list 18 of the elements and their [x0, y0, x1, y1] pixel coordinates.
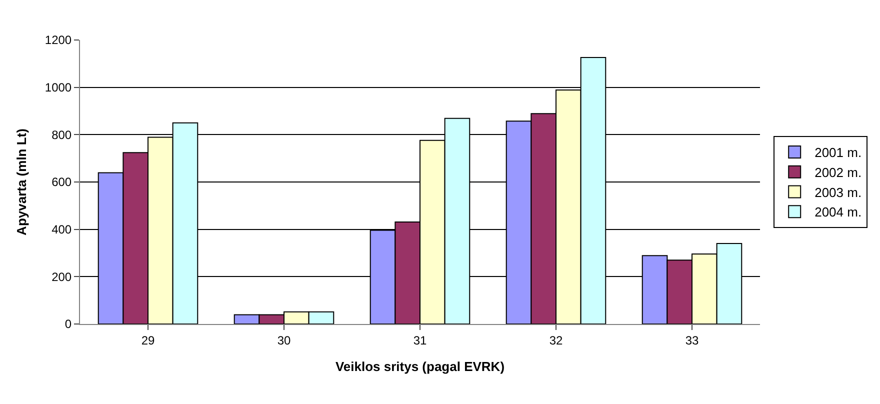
y-tick-label: 200: [52, 270, 72, 284]
legend-label: 2001 m.: [814, 145, 862, 160]
y-axis-title: Apyvarta (mln Lt): [14, 128, 29, 236]
x-axis-title: Veiklos sritys (pagal EVRK): [335, 359, 505, 374]
y-tick-label: 1000: [44, 80, 72, 95]
legend-label: 2004 m.: [814, 204, 862, 220]
x-tick-label: 32: [549, 333, 563, 348]
x-tick-label: 31: [413, 333, 427, 348]
y-tick-label: 600: [52, 175, 72, 190]
y-tick-label: 1200: [44, 33, 72, 48]
y-tick-label: 800: [52, 128, 72, 142]
y-tick-label: 400: [52, 222, 72, 237]
x-tick-label: 33: [685, 333, 699, 348]
legend-label: 2002 m.: [814, 164, 862, 180]
y-tick-label: 0: [64, 317, 72, 332]
x-tick-label: 29: [141, 333, 155, 348]
x-tick-label: 30: [277, 333, 291, 348]
legend-label: 2003 m.: [814, 184, 862, 200]
